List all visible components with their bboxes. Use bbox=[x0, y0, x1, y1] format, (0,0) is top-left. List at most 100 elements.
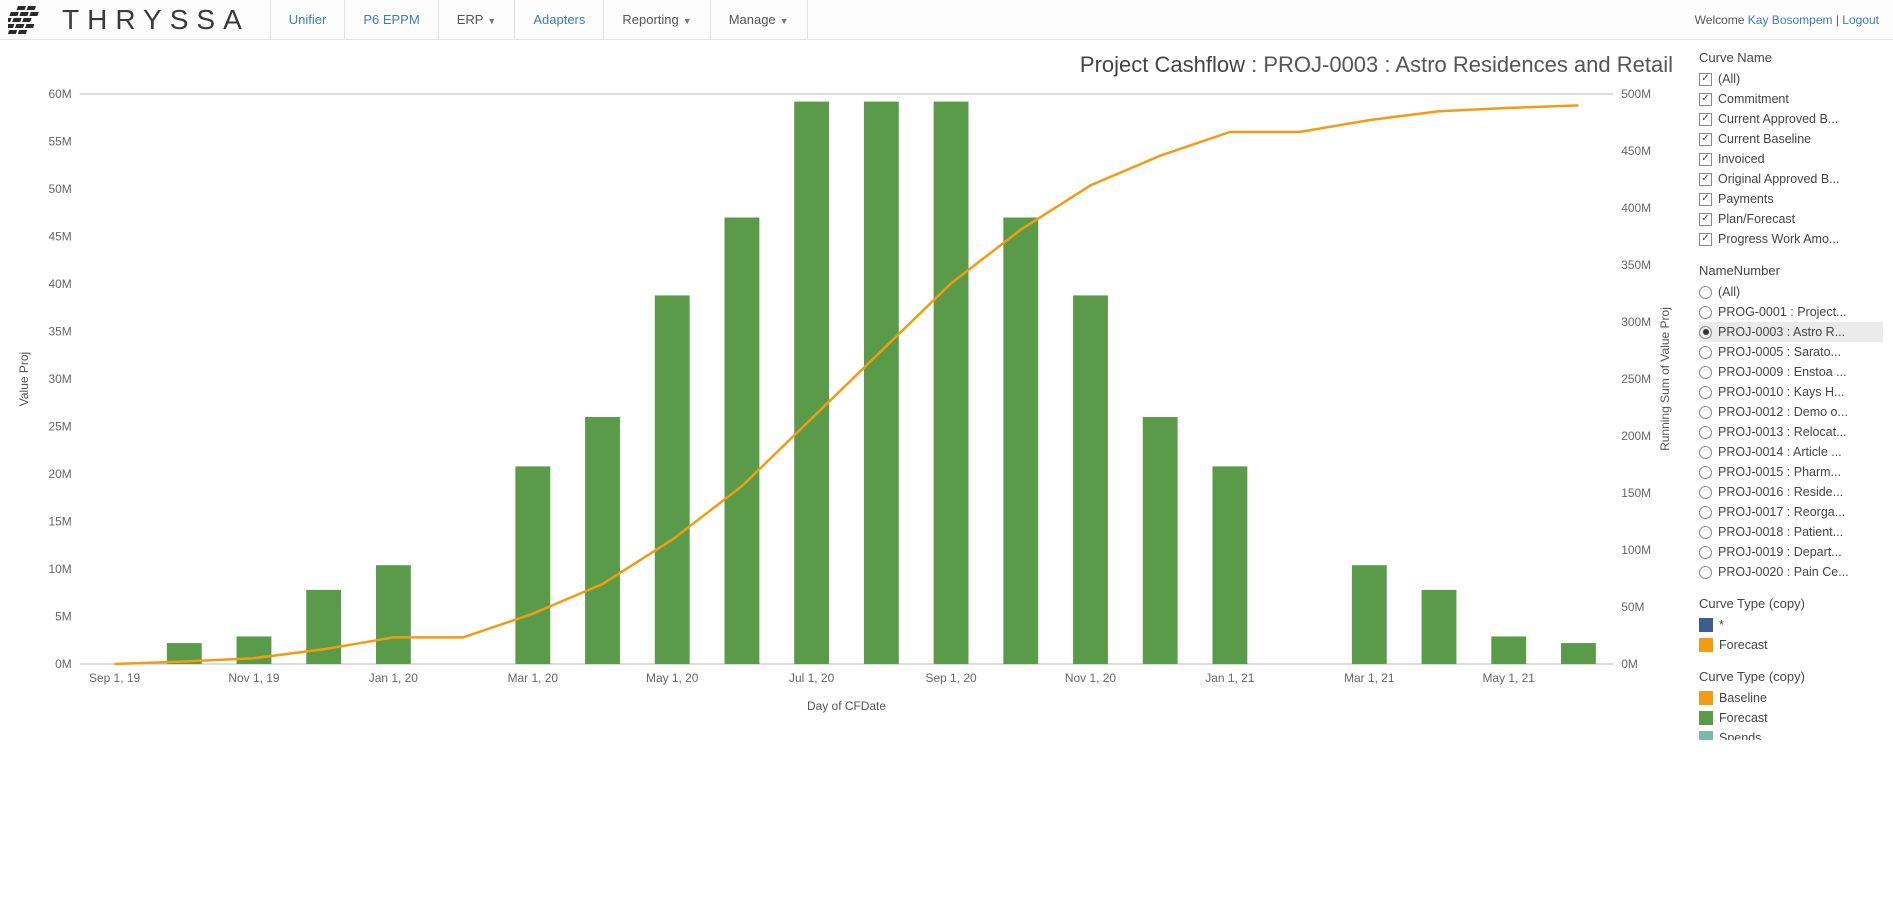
curve-name-label: Invoiced bbox=[1718, 152, 1765, 166]
svg-text:Mar 1, 21: Mar 1, 21 bbox=[1344, 671, 1395, 685]
name-number-label: PROJ-0017 : Reorga... bbox=[1718, 505, 1845, 519]
name-number-label: PROJ-0015 : Pharm... bbox=[1718, 465, 1841, 479]
logout-link[interactable]: Logout bbox=[1842, 13, 1879, 27]
nav-item-erp[interactable]: ERP▼ bbox=[439, 0, 516, 40]
brand-mark-icon bbox=[8, 6, 52, 34]
svg-text:May 1, 20: May 1, 20 bbox=[646, 671, 699, 685]
svg-text:200M: 200M bbox=[1621, 429, 1651, 443]
svg-text:15M: 15M bbox=[48, 514, 71, 528]
chart-bar[interactable] bbox=[585, 417, 620, 664]
curve-name-item[interactable]: ✓Commitment bbox=[1699, 89, 1883, 109]
svg-text:Sep 1, 19: Sep 1, 19 bbox=[89, 671, 140, 685]
legend-swatch bbox=[1699, 711, 1713, 725]
name-number-section: NameNumber (All)PROG-0001 : Project...PR… bbox=[1699, 263, 1883, 582]
chart-bar[interactable] bbox=[1491, 636, 1526, 664]
nav-item-unifier[interactable]: Unifier bbox=[271, 0, 346, 40]
chart-bar[interactable] bbox=[725, 218, 760, 665]
filter-panel: Curve Name ✓(All)✓Commitment✓Current App… bbox=[1693, 40, 1893, 740]
curve-name-item[interactable]: ✓Plan/Forecast bbox=[1699, 209, 1883, 229]
brand-logo[interactable]: THRYSSA bbox=[0, 4, 270, 36]
name-number-item[interactable]: PROJ-0019 : Depart... bbox=[1699, 542, 1883, 562]
name-number-item[interactable]: PROJ-0016 : Reside... bbox=[1699, 482, 1883, 502]
chart-bar[interactable] bbox=[1422, 590, 1457, 664]
chart-bar[interactable] bbox=[1352, 565, 1387, 664]
name-number-item[interactable]: PROJ-0014 : Article ... bbox=[1699, 442, 1883, 462]
legend-swatch bbox=[1699, 618, 1713, 632]
chart-bar[interactable] bbox=[864, 102, 899, 664]
nav-item-manage[interactable]: Manage▼ bbox=[711, 0, 808, 40]
chart-bar[interactable] bbox=[376, 565, 411, 664]
chart-bar[interactable] bbox=[1003, 218, 1038, 665]
name-number-item[interactable]: PROJ-0003 : Astro R... bbox=[1699, 322, 1883, 342]
legend-item[interactable]: * bbox=[1699, 615, 1883, 635]
legend-item[interactable]: Baseline bbox=[1699, 688, 1883, 708]
svg-text:Jul 1, 20: Jul 1, 20 bbox=[789, 671, 834, 685]
name-number-item[interactable]: PROJ-0017 : Reorga... bbox=[1699, 502, 1883, 522]
legend-item[interactable]: Forecast bbox=[1699, 708, 1883, 728]
name-number-item[interactable]: PROJ-0010 : Kays H... bbox=[1699, 382, 1883, 402]
name-number-label: PROJ-0016 : Reside... bbox=[1718, 485, 1843, 499]
checkbox-icon: ✓ bbox=[1699, 193, 1712, 206]
name-number-item[interactable]: PROJ-0015 : Pharm... bbox=[1699, 462, 1883, 482]
nav-item-reporting[interactable]: Reporting▼ bbox=[604, 0, 710, 40]
brand-text: THRYSSA bbox=[62, 4, 250, 36]
chart-bar[interactable] bbox=[1561, 643, 1596, 664]
curve-name-item[interactable]: ✓Progress Work Amo... bbox=[1699, 229, 1883, 249]
chart-bar[interactable] bbox=[934, 102, 969, 664]
svg-text:5M: 5M bbox=[55, 609, 72, 623]
name-number-item[interactable]: PROJ-0005 : Sarato... bbox=[1699, 342, 1883, 362]
chart-bar[interactable] bbox=[306, 590, 341, 664]
chart-bar[interactable] bbox=[1143, 417, 1178, 664]
welcome-prefix: Welcome bbox=[1695, 13, 1748, 27]
chart-bar[interactable] bbox=[1073, 295, 1108, 664]
content-area: Project Cashflow : PROJ-0003 : Astro Res… bbox=[0, 40, 1893, 740]
welcome-block: Welcome Kay Bosompem | Logout bbox=[1695, 13, 1893, 27]
svg-text:Jan 1, 20: Jan 1, 20 bbox=[369, 671, 418, 685]
name-number-item[interactable]: (All) bbox=[1699, 282, 1883, 302]
curve-name-item[interactable]: ✓Current Baseline bbox=[1699, 129, 1883, 149]
name-number-item[interactable]: PROJ-0013 : Relocat... bbox=[1699, 422, 1883, 442]
name-number-label: PROG-0001 : Project... bbox=[1718, 305, 1847, 319]
legend-item[interactable]: Spends bbox=[1699, 728, 1883, 740]
curve-name-item[interactable]: ✓ Invoiced bbox=[1699, 149, 1883, 169]
welcome-sep: | bbox=[1833, 13, 1843, 27]
name-number-label: (All) bbox=[1718, 285, 1740, 299]
checkbox-icon: ✓ bbox=[1699, 93, 1712, 106]
chart-bar[interactable] bbox=[1212, 466, 1247, 664]
name-number-label: PROJ-0019 : Depart... bbox=[1718, 545, 1842, 559]
svg-text:Sep 1, 20: Sep 1, 20 bbox=[925, 671, 976, 685]
curve-name-item[interactable]: ✓Original Approved B... bbox=[1699, 169, 1883, 189]
name-number-item[interactable]: PROJ-0012 : Demo o... bbox=[1699, 402, 1883, 422]
name-number-item[interactable]: PROJ-0009 : Enstoa ... bbox=[1699, 362, 1883, 382]
radio-icon bbox=[1699, 406, 1712, 419]
checkbox-icon: ✓ bbox=[1699, 153, 1712, 166]
radio-icon bbox=[1699, 346, 1712, 359]
nav-item-p6-eppm[interactable]: P6 EPPM bbox=[345, 0, 438, 40]
welcome-user-link[interactable]: Kay Bosompem bbox=[1748, 13, 1833, 27]
nav-item-adapters[interactable]: Adapters bbox=[515, 0, 604, 40]
svg-text:Mar 1, 20: Mar 1, 20 bbox=[508, 671, 559, 685]
curve-name-label: (All) bbox=[1718, 72, 1740, 86]
chart-bar[interactable] bbox=[655, 295, 690, 664]
svg-text:Value Proj: Value Proj bbox=[17, 352, 31, 406]
curve-name-item[interactable]: ✓Current Approved B... bbox=[1699, 109, 1883, 129]
name-number-item[interactable]: PROJ-0018 : Patient... bbox=[1699, 522, 1883, 542]
name-number-item[interactable]: PROG-0001 : Project... bbox=[1699, 302, 1883, 322]
name-number-item[interactable]: PROJ-0020 : Pain Ce... bbox=[1699, 562, 1883, 582]
cashflow-chart[interactable]: 0M5M10M15M20M25M30M35M40M45M50M55M60M0M5… bbox=[10, 84, 1683, 724]
checkbox-icon: ✓ bbox=[1699, 133, 1712, 146]
curve-name-item[interactable]: ✓(All) bbox=[1699, 69, 1883, 89]
name-number-label: PROJ-0012 : Demo o... bbox=[1718, 405, 1848, 419]
curve-name-item[interactable]: ✓Payments bbox=[1699, 189, 1883, 209]
curve-type-2-title: Curve Type (copy) bbox=[1699, 669, 1883, 684]
legend-item[interactable]: Forecast bbox=[1699, 635, 1883, 655]
svg-text:0M: 0M bbox=[55, 657, 72, 671]
curve-name-label: Plan/Forecast bbox=[1718, 212, 1795, 226]
svg-text:40M: 40M bbox=[48, 277, 71, 291]
chart-title: Project Cashflow : PROJ-0003 : Astro Res… bbox=[10, 52, 1683, 78]
checkbox-icon: ✓ bbox=[1699, 113, 1712, 126]
curve-name-title: Curve Name bbox=[1699, 50, 1883, 65]
legend-label: Baseline bbox=[1719, 691, 1767, 705]
chart-bar[interactable] bbox=[515, 466, 550, 664]
chart-bar[interactable] bbox=[794, 102, 829, 664]
